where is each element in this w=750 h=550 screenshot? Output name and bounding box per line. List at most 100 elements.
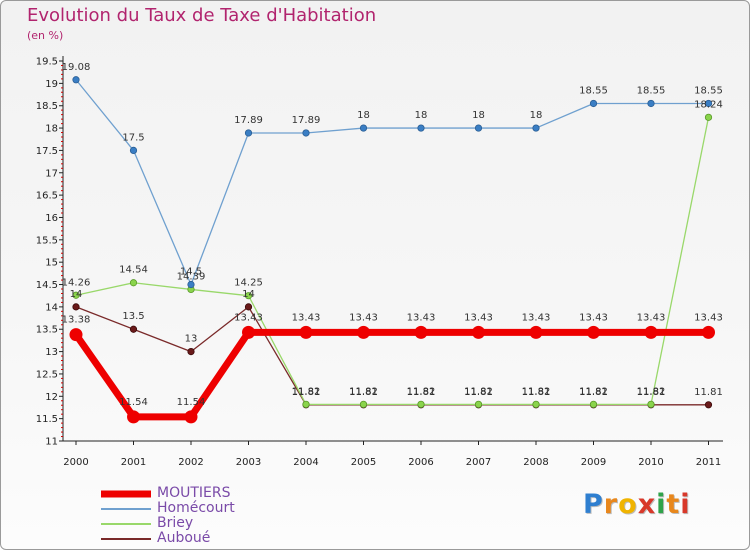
data-label: 13.43: [522, 312, 551, 323]
line-chart: 11 11.5 12 12.5 13 13.5 14 14.5 15 15.5 16 16.5 17 17…: [36, 56, 723, 468]
data-label: 11.81: [292, 387, 321, 398]
data-point: [187, 347, 195, 356]
x-tick-label: 2008: [523, 457, 548, 468]
data-point: [242, 325, 255, 339]
data-label: 14.25: [234, 278, 263, 289]
data-label: 14.5: [180, 267, 202, 278]
data-point: [647, 400, 655, 408]
data-point: [72, 76, 80, 84]
data-point: [244, 303, 253, 311]
data-point: [644, 325, 658, 339]
data-label-layer: 13.38 11.54 11.54 13.43 13.43 13.43 13.43 13.43…: [62, 62, 723, 408]
y-tick-label: 16.5: [36, 191, 58, 202]
data-point: [129, 325, 138, 333]
data-point: [587, 325, 600, 339]
logo-letter: P: [583, 489, 604, 520]
data-label: 11.82: [637, 386, 666, 397]
x-tick-label: 2011: [696, 457, 721, 468]
y-tick-label: 16: [45, 213, 58, 224]
data-label: 13.43: [694, 312, 723, 323]
data-label: 17.89: [234, 115, 263, 126]
data-label: 13.43: [349, 312, 378, 323]
data-label: 13.5: [122, 311, 144, 322]
series-layer: [69, 76, 715, 424]
y-tick-label: 18: [45, 124, 58, 135]
data-point: [129, 279, 138, 287]
data-point: [647, 99, 655, 108]
data-point: [702, 325, 715, 339]
y-tick-label: 18.5: [36, 101, 58, 112]
data-point: [704, 113, 713, 121]
data-label: 14.26: [62, 277, 91, 288]
x-tick-label: 2004: [293, 457, 318, 468]
data-point: [414, 325, 428, 339]
data-point: [72, 291, 80, 299]
logo-letter: o: [618, 489, 638, 520]
data-point: [244, 129, 253, 137]
legend-label: Homécourt: [157, 500, 235, 516]
data-label: 11.82: [349, 386, 378, 397]
legend-label: MOUTIERS: [157, 485, 231, 501]
data-label: 11.54: [119, 397, 148, 408]
data-point: [417, 400, 425, 408]
y-tick-label: 17: [45, 168, 58, 179]
data-label: 17.89: [292, 115, 321, 126]
data-point: [359, 124, 368, 132]
x-tick-label: 2005: [351, 457, 376, 468]
data-point: [529, 325, 543, 339]
data-label: 18: [357, 110, 370, 121]
data-label: 11.81: [407, 387, 436, 398]
y-tick-label: 14.5: [36, 280, 58, 291]
x-tick-label: 2007: [466, 457, 491, 468]
x-tick-label: 2001: [121, 457, 146, 468]
data-point: [359, 400, 368, 408]
data-point: [69, 328, 83, 342]
x-tick-label: 2010: [638, 457, 663, 468]
legend-swatch: [101, 522, 151, 525]
data-label: 18.55: [637, 85, 666, 96]
data-label: 13: [185, 334, 198, 345]
y-tick-label: 15: [45, 258, 58, 269]
logo-letter: i: [656, 489, 667, 520]
data-point: [129, 146, 138, 155]
data-label: 18.55: [694, 85, 723, 96]
series-2: [72, 76, 713, 289]
data-point: [244, 292, 253, 300]
data-point: [474, 124, 483, 132]
data-point: [532, 124, 540, 132]
data-point: [472, 325, 485, 339]
data-label: 14.54: [119, 265, 148, 276]
data-point: [589, 400, 598, 408]
y-tick-label: 17.5: [36, 146, 58, 157]
data-label: 11.54: [177, 397, 206, 408]
data-label: 13.43: [464, 312, 493, 323]
data-label: 13.43: [637, 312, 666, 323]
chart-axes: 11 11.5 12 12.5 13 13.5 14 14.5 15 15.5 16 16.5 17 17…: [36, 56, 723, 468]
chart-title: Evolution du Taux de Taxe d'Habitation: [27, 5, 377, 26]
x-tick-label: 2002: [178, 457, 203, 468]
x-tick-label: 2003: [236, 457, 261, 468]
data-label: 11.81: [637, 387, 666, 398]
data-label: 11.82: [407, 386, 436, 397]
data-point: [589, 99, 598, 108]
legend-swatch: [101, 507, 151, 510]
data-point: [302, 129, 310, 137]
data-point: [532, 400, 540, 408]
y-tick-label: 11.5: [36, 414, 58, 425]
y-tick-label: 13.5: [36, 325, 58, 336]
data-label: 11.81: [349, 387, 378, 398]
data-label: 18: [530, 110, 543, 121]
data-label: 13.43: [234, 312, 263, 323]
y-tick-label: 13: [45, 347, 58, 358]
data-label: 13.43: [407, 312, 436, 323]
data-label: 13.43: [579, 312, 608, 323]
data-label: 19.08: [62, 62, 91, 73]
data-label: 11.81: [522, 387, 551, 398]
y-tick-label: 12: [45, 392, 58, 403]
series-1: [69, 325, 715, 424]
data-point: [72, 303, 80, 311]
data-point: [299, 325, 313, 339]
logo-letter: t: [666, 489, 681, 520]
x-tick-label: 2009: [581, 457, 606, 468]
